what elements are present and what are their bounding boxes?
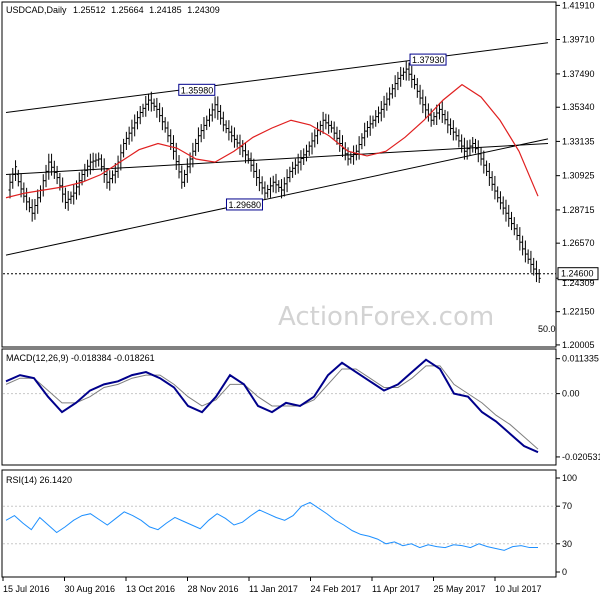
x-tick-label: 25 May 2017 [434, 584, 486, 594]
x-tick-label: 11 Apr 2017 [372, 584, 420, 594]
watermark: ActionForex.com [278, 302, 494, 332]
level-50-label: 50.0 [538, 324, 556, 334]
rsi-panel: 100 70 30 0 [3, 473, 577, 577]
rsi-y-tick-label: 0 [562, 567, 567, 577]
annotation-box [225, 198, 263, 211]
x-tick-label: 24 Feb 2017 [311, 584, 362, 594]
price-y-tick-label: 1.35340 [562, 102, 595, 112]
symbol-label: USDCAD,Daily [6, 5, 67, 15]
price-y-tick-label: 1.33135 [562, 136, 595, 146]
price-panel: 1.41910 1.39710 1.37490 1.35340 1.33135 1.309… [3, 0, 599, 350]
rsi-header: RSI(14) 26.1420 [6, 475, 72, 485]
x-tick-label: 15 Jul 2016 [3, 584, 50, 594]
low-value: 1.24185 [149, 5, 182, 15]
price-y-tick-label: 1.39710 [562, 34, 595, 44]
macd-panel-frame [1, 348, 557, 466]
open-value: 1.25512 [73, 5, 106, 15]
annotation-box [409, 53, 447, 66]
price-y-tick-label: 1.22150 [562, 307, 595, 317]
channel-line-middle [5, 143, 549, 175]
macd-y-tick-label: -0.020531 [562, 452, 600, 462]
annotation-label: 1.37930 [412, 55, 445, 65]
macd-y-tick-label: 0.011335 [562, 354, 599, 364]
price-y-tick-label: 1.41910 [562, 0, 595, 10]
x-tick-label: 30 Aug 2016 [65, 584, 116, 594]
macd-y-tick-label: 0.00 [562, 389, 580, 399]
channel-line-upper [5, 42, 549, 113]
rsi-y-tick-label: 30 [562, 539, 572, 549]
channel-line-lower [5, 138, 549, 256]
high-value: 1.25664 [111, 5, 144, 15]
x-tick-label: 11 Jan 2017 [249, 584, 298, 594]
macd-line [5, 358, 539, 454]
x-tick-label: 28 Nov 2016 [188, 584, 239, 594]
x-tick-label: 10 Jul 2017 [495, 584, 542, 594]
x-tick-label: 13 Oct 2016 [126, 584, 175, 594]
price-y-tick-label: 1.26570 [562, 238, 595, 248]
price-y-tick-label: 1.28715 [562, 205, 595, 215]
macd-header: MACD(12,26,9) -0.018384 -0.018261 [6, 353, 155, 363]
close-value: 1.24309 [187, 5, 220, 15]
price-header: USDCAD,Daily 1.25512 1.25664 1.24185 1.2… [6, 5, 220, 15]
annotation-label: 1.29680 [228, 200, 261, 210]
annotation-box [178, 83, 216, 96]
rsi-y-tick-label: 100 [562, 473, 577, 483]
rsi-line [5, 501, 538, 551]
level-label: 1.24600 [561, 269, 594, 279]
price-y-tick-label: 1.37490 [562, 69, 595, 79]
level-label-box [557, 267, 599, 281]
rsi-panel-frame [1, 469, 557, 578]
x-axis: 15 Jul 2016 30 Aug 2016 13 Oct 2016 28 Nov … [2, 577, 542, 594]
rsi-y-tick-label: 70 [562, 501, 572, 511]
macd-panel: 0.011335 0.00 -0.020531 [3, 354, 600, 462]
moving-average-line [5, 83, 539, 199]
annotation-label: 1.35980 [181, 85, 214, 95]
price-panel-frame [1, 1, 557, 348]
price-y-tick-label: 1.30925 [562, 171, 595, 181]
current-price-label: 1.24309 [562, 278, 595, 288]
macd-signal-line [5, 365, 539, 450]
price-y-tick-label: 1.20005 [562, 340, 595, 350]
